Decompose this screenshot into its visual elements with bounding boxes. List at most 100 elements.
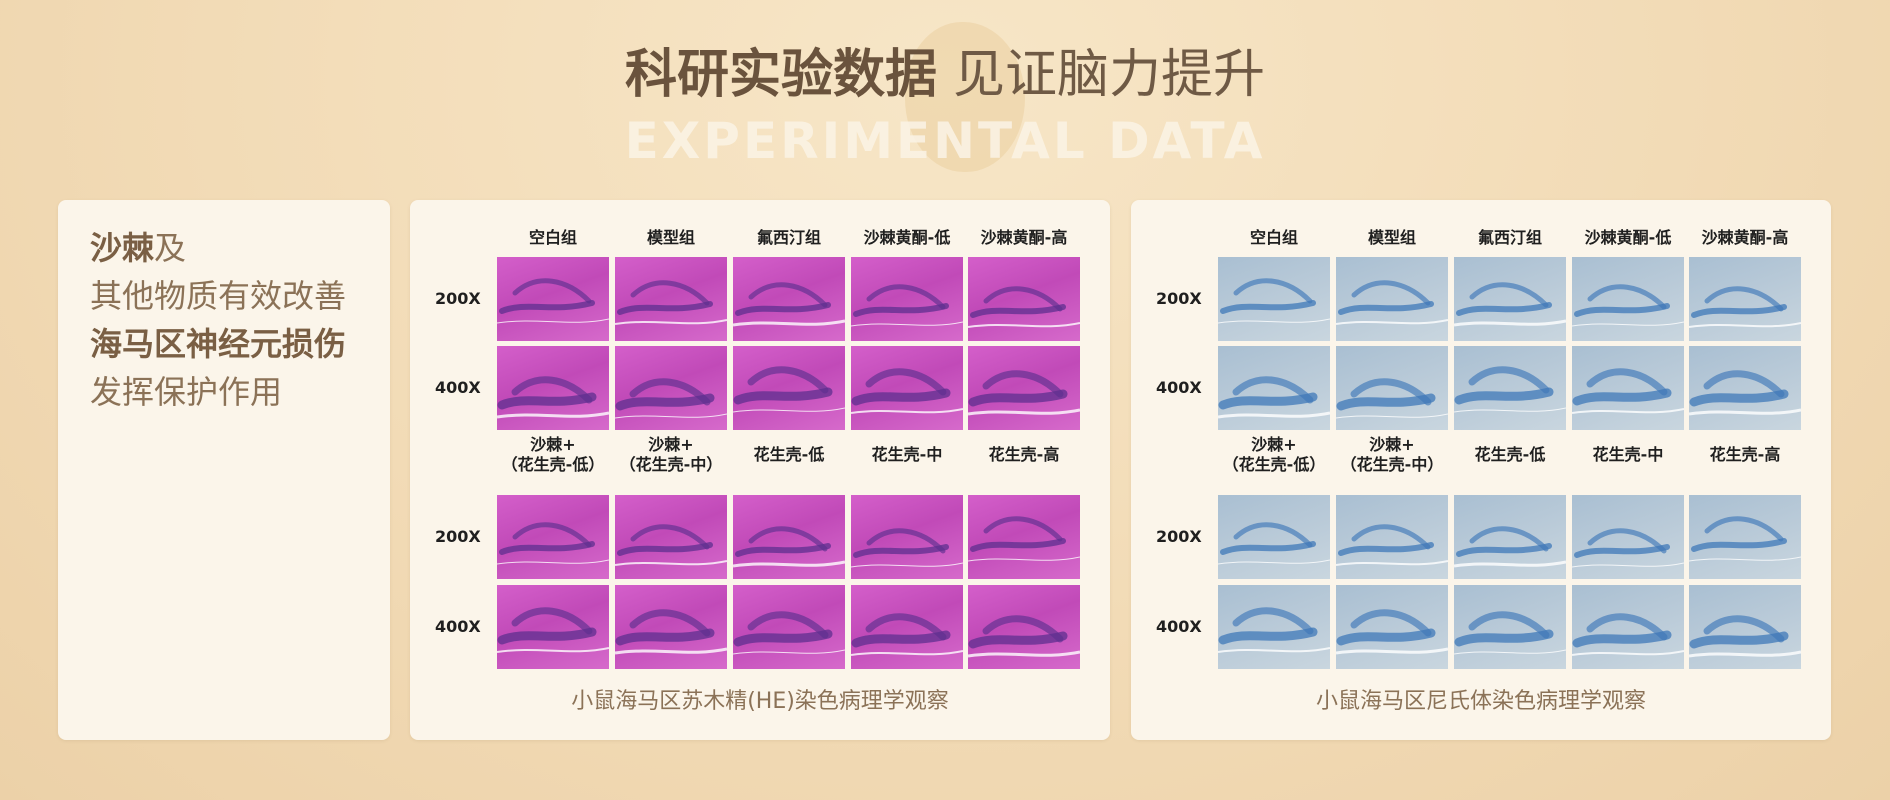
hippocampus-shape (1454, 611, 1566, 655)
title-strong: 科研实验数据 (624, 45, 937, 105)
nissl-micrograph (1336, 495, 1448, 579)
hippocampus-shape (615, 524, 727, 566)
claim-keyword: 沙棘 (90, 229, 155, 267)
magnification-label: 400X (1156, 378, 1202, 397)
hippocampus-shape (615, 609, 727, 655)
claim-panel: 沙棘及 其他物质有效改善 海马区神经元损伤 发挥保护作用 (58, 200, 390, 740)
hippocampus-shape (1218, 278, 1330, 324)
he-micrograph (615, 585, 727, 669)
hippocampus-shape (851, 284, 963, 327)
nissl-micrograph (1454, 346, 1566, 430)
column-label-bottom: 花生壳-中 (1564, 445, 1692, 465)
he-micrograph (497, 346, 609, 430)
nissl-micrograph (1454, 257, 1566, 341)
he-micrograph (615, 257, 727, 341)
page-subtitle: EXPERIMENTAL DATA (624, 112, 1266, 170)
he-micrograph (851, 495, 963, 579)
he-micrograph (851, 257, 963, 341)
he-micrograph (615, 346, 727, 430)
magnification-label: 200X (1156, 527, 1202, 546)
he-micrograph (497, 585, 609, 669)
column-label-top: 沙棘黄酮-低 (863, 228, 951, 247)
magnification-label: 400X (435, 617, 481, 636)
hippocampus-shape (497, 607, 609, 653)
nissl-micrograph (1218, 495, 1330, 579)
nissl-micrograph (1689, 495, 1801, 579)
claim-text: 沙棘及 其他物质有效改善 海马区神经元损伤 发挥保护作用 (90, 224, 346, 416)
magnification-label: 400X (1156, 617, 1202, 636)
column-label-bottom: 沙棘+ （花生壳-低） (489, 435, 617, 475)
nissl-micrograph (1218, 585, 1330, 669)
nissl-micrograph (1218, 257, 1330, 341)
column-label-bottom: 沙棘+ （花生壳-中） (607, 435, 735, 475)
magnification-label: 200X (1156, 289, 1202, 308)
column-label-bottom: 花生壳-中 (843, 445, 971, 465)
claim-line-1: 沙棘及 (90, 224, 346, 272)
he-micrograph (733, 346, 845, 430)
brain-decoration (905, 22, 1025, 172)
title-light: 见证脑力提升 (953, 45, 1266, 105)
claim-line-2: 其他物质有效改善 (90, 277, 347, 315)
hippocampus-shape (1572, 528, 1684, 568)
nissl-micrograph (1572, 585, 1684, 669)
hippocampus-shape (1336, 524, 1448, 566)
nissl-micrograph (1572, 495, 1684, 579)
nissl-micrograph (1689, 346, 1801, 430)
he-micrograph (968, 257, 1080, 341)
he-micrograph (851, 346, 963, 430)
magnification-label: 200X (435, 527, 481, 546)
column-label-line-1: 花生壳-低 (1474, 445, 1546, 464)
hippocampus-shape (851, 528, 963, 568)
hippocampus-shape (1572, 284, 1684, 327)
nissl-micrograph (1454, 585, 1566, 669)
column-label-top: 沙棘黄酮-高 (1701, 228, 1789, 247)
hippocampus-shape (1572, 368, 1684, 414)
nissl-micrograph (1572, 346, 1684, 430)
nissl-micrograph (1336, 257, 1448, 341)
hippocampus-shape (1218, 607, 1330, 653)
hippocampus-shape (497, 522, 609, 565)
column-label-bottom: 沙棘+ （花生壳-中） (1328, 435, 1456, 475)
hero-header: 科研实验数据 见证脑力提升 EXPERIMENTAL DATA (0, 40, 1890, 170)
claim-line-3: 海马区神经元损伤 (90, 325, 347, 363)
hippocampus-shape (968, 516, 1080, 562)
nissl-micrograph (1454, 495, 1566, 579)
hippocampus-shape (1572, 613, 1684, 656)
hippocampus-shape (733, 611, 845, 655)
claim-line-4: 发挥保护作用 (90, 373, 283, 411)
hippocampus-shape (615, 280, 727, 325)
hippocampus-shape (1218, 376, 1330, 419)
column-label-line-2: （花生壳-中） (619, 455, 723, 474)
hippocampus-shape (851, 368, 963, 414)
column-label-top: 模型组 (1367, 228, 1416, 247)
column-label-top: 沙棘黄酮-低 (1584, 228, 1672, 247)
he-micrograph (615, 495, 727, 579)
he-micrograph (851, 585, 963, 669)
hippocampus-shape (1336, 378, 1448, 419)
hippocampus-shape (1454, 282, 1566, 327)
column-label-top: 空白组 (528, 228, 577, 247)
nissl-micrograph (1689, 257, 1801, 341)
column-label-line-1: 沙棘+ (1369, 435, 1415, 454)
column-label-top: 氟西汀组 (756, 228, 821, 247)
hippocampus-shape (1218, 522, 1330, 565)
he-stain-panel: 小鼠海马区苏木精(HE)染色病理学观察 空白组 模型组 氟西汀组 沙棘黄酮-低 沙棘黄酮… (410, 200, 1110, 740)
hippocampus-shape (968, 370, 1080, 416)
magnification-label: 400X (435, 378, 481, 397)
hippocampus-shape (1689, 286, 1801, 328)
hippocampus-shape (1336, 280, 1448, 325)
hippocampus-shape (615, 378, 727, 419)
hippocampus-shape (497, 376, 609, 419)
magnification-label: 200X (435, 289, 481, 308)
nissl-micrograph (1218, 346, 1330, 430)
hippocampus-shape (1689, 516, 1801, 562)
column-label-line-1: 沙棘+ (648, 435, 694, 454)
he-micrograph (497, 257, 609, 341)
hippocampus-shape (851, 613, 963, 656)
he-micrograph (497, 495, 609, 579)
column-label-top: 空白组 (1249, 228, 1298, 247)
column-label-line-1: 花生壳-高 (1709, 445, 1781, 464)
hippocampus-shape (733, 282, 845, 327)
column-label-top: 氟西汀组 (1477, 228, 1542, 247)
claim-connector: 及 (154, 229, 187, 267)
